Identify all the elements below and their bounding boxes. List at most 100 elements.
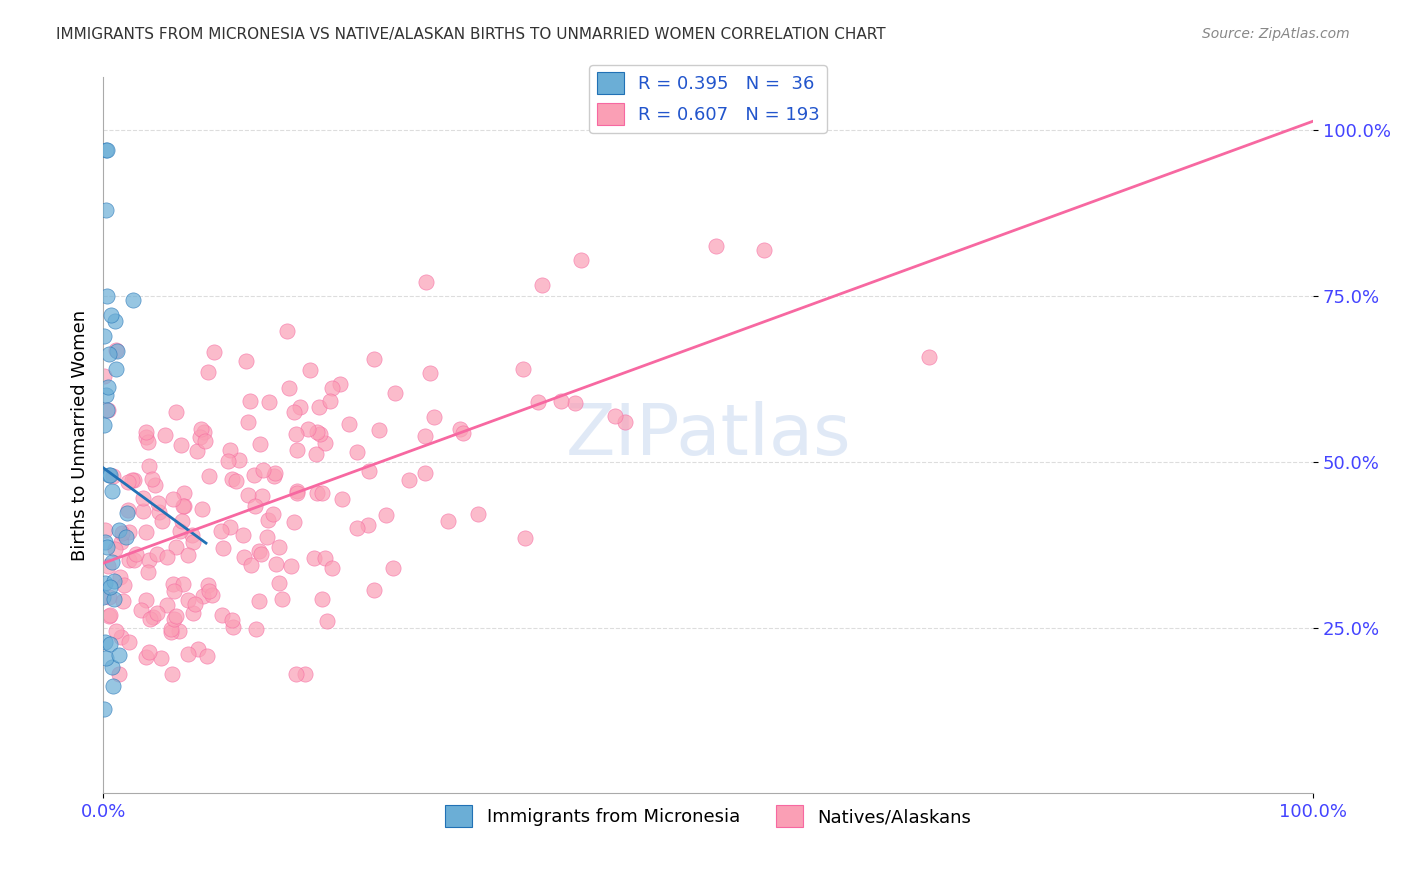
Point [197, 584, 219, 599]
Point [285, 483, 308, 498]
Point [98, 467, 121, 482]
Point [436, 514, 458, 528]
Point [103, 469, 125, 483]
Point [243, 467, 266, 482]
Point [232, 549, 254, 564]
Point [138, 458, 160, 473]
Point [276, 324, 298, 338]
Point [139, 612, 162, 626]
Point [257, 395, 280, 409]
Point [150, 514, 173, 528]
Point [330, 492, 353, 507]
Point [308, 401, 330, 415]
Point [117, 503, 139, 517]
Point [104, 624, 127, 638]
Point [190, 501, 212, 516]
Point [98, 581, 121, 595]
Point [103, 592, 125, 607]
Point [232, 528, 254, 542]
Point [135, 650, 157, 665]
Point [346, 444, 368, 458]
Point [117, 506, 139, 520]
Point [423, 409, 446, 424]
Point [450, 422, 472, 436]
Point [605, 409, 627, 423]
Point [269, 540, 291, 554]
Point [169, 624, 191, 639]
Point [160, 624, 183, 639]
Point [451, 426, 474, 441]
Point [131, 491, 153, 505]
Point [110, 535, 132, 549]
Point [363, 351, 385, 366]
Point [285, 443, 308, 458]
Point [250, 548, 273, 562]
Point [94, 144, 117, 158]
Point [264, 466, 287, 480]
Point [135, 425, 157, 440]
Point [752, 244, 775, 258]
Point [413, 429, 436, 443]
Point [269, 576, 291, 591]
Point [250, 489, 273, 503]
Point [235, 354, 257, 368]
Point [101, 555, 124, 569]
Point [105, 344, 128, 359]
Point [170, 438, 193, 452]
Point [531, 277, 554, 292]
Point [305, 425, 328, 439]
Point [294, 667, 316, 681]
Point [122, 552, 145, 566]
Point [98, 637, 121, 651]
Point [138, 552, 160, 566]
Point [184, 597, 207, 611]
Point [146, 496, 169, 510]
Point [309, 427, 332, 442]
Point [228, 453, 250, 467]
Point [201, 588, 224, 602]
Point [93, 534, 115, 549]
Point [146, 548, 169, 562]
Point [169, 524, 191, 538]
Text: ZIPatlas: ZIPatlas [565, 401, 851, 470]
Point [221, 613, 243, 627]
Point [156, 599, 179, 613]
Point [162, 491, 184, 506]
Point [98, 608, 121, 623]
Point [112, 594, 135, 608]
Point [94, 575, 117, 590]
Point [97, 590, 120, 604]
Point [247, 544, 270, 558]
Point [121, 293, 143, 307]
Point [706, 239, 728, 253]
Point [173, 500, 195, 514]
Point [104, 541, 127, 556]
Point [211, 607, 233, 622]
Point [384, 386, 406, 401]
Point [195, 649, 218, 664]
Point [257, 514, 280, 528]
Point [181, 528, 204, 542]
Point [93, 523, 115, 537]
Point [177, 647, 200, 661]
Point [141, 472, 163, 486]
Point [108, 667, 131, 681]
Point [221, 472, 243, 486]
Point [118, 553, 141, 567]
Point [97, 608, 120, 623]
Point [118, 525, 141, 540]
Point [314, 435, 336, 450]
Point [262, 508, 284, 522]
Point [93, 702, 115, 716]
Point [101, 659, 124, 673]
Point [186, 444, 208, 458]
Point [357, 518, 380, 533]
Point [187, 642, 209, 657]
Point [222, 620, 245, 634]
Point [212, 541, 235, 556]
Point [132, 504, 155, 518]
Point [96, 402, 118, 417]
Point [236, 487, 259, 501]
Point [346, 521, 368, 535]
Point [177, 548, 200, 562]
